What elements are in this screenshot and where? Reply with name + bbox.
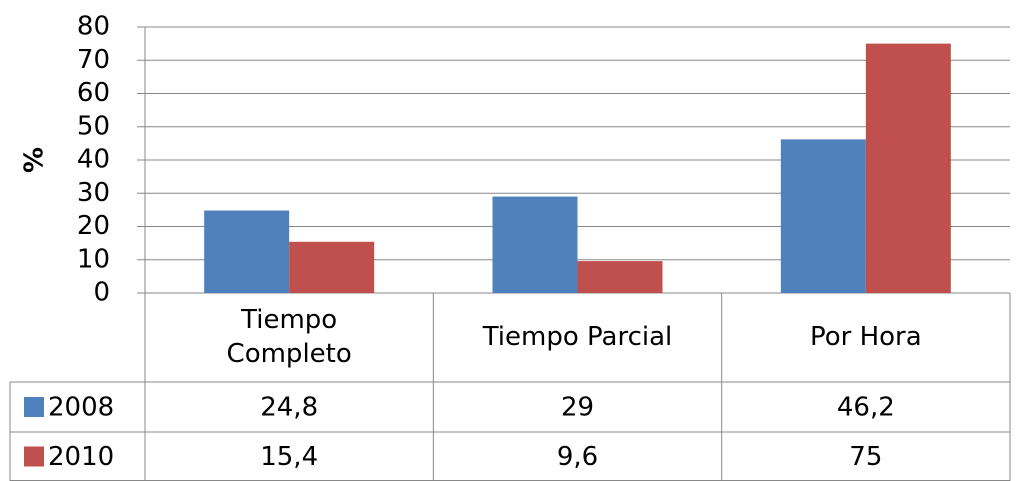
y-tick-label: 70 bbox=[77, 45, 110, 75]
bar bbox=[865, 43, 951, 293]
bar bbox=[780, 139, 866, 293]
x-tick-label-box: Tiempo Parcial bbox=[482, 321, 673, 352]
y-axis-label: % bbox=[20, 147, 50, 173]
x-tick-label: Por Hora bbox=[809, 321, 922, 352]
y-tick-label: 10 bbox=[77, 244, 110, 274]
data-label: 75 bbox=[849, 442, 882, 472]
y-tick-label: 80 bbox=[77, 12, 110, 42]
y-tick-label: 60 bbox=[77, 78, 110, 108]
y-tick-label: 30 bbox=[77, 178, 110, 208]
data-label: 9,6 bbox=[557, 442, 598, 472]
legend-key bbox=[24, 397, 44, 417]
data-label: 24,8 bbox=[260, 393, 318, 423]
data-label: 15,4 bbox=[260, 442, 318, 472]
data-label: 46,2 bbox=[837, 393, 895, 423]
x-tick-label-box: Tiempo Completo bbox=[226, 304, 352, 369]
legend-label: 2008 bbox=[48, 393, 114, 423]
bar bbox=[492, 196, 578, 293]
y-tick-label: 20 bbox=[77, 211, 110, 241]
y-tick-label: 0 bbox=[93, 278, 110, 308]
x-tick-label: Tiempo Parcial bbox=[482, 321, 673, 352]
y-tick-label: 50 bbox=[77, 111, 110, 141]
data-label: 29 bbox=[561, 393, 594, 423]
x-tick-label: Tiempo Completo bbox=[226, 304, 352, 369]
bar bbox=[577, 261, 663, 293]
bar bbox=[289, 241, 375, 293]
x-tick-label-box: Por Hora bbox=[809, 321, 922, 352]
legend-key bbox=[24, 446, 44, 467]
legend-label: 2010 bbox=[48, 442, 114, 472]
y-tick-label: 40 bbox=[77, 145, 110, 175]
bar bbox=[204, 210, 290, 293]
